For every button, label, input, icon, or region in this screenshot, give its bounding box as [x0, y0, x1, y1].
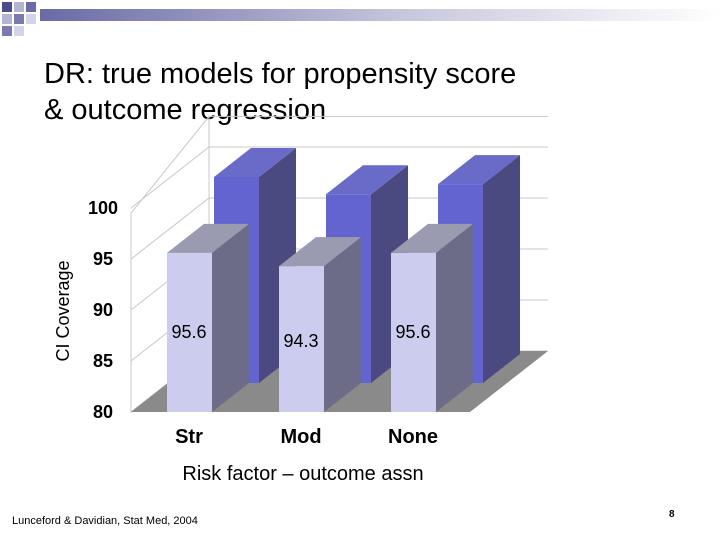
header-square: [26, 2, 36, 12]
front-bar-top: [391, 223, 473, 253]
citation: Lunceford & Davidian, Stat Med, 2004: [12, 515, 198, 527]
slide-title-line1: DR: true models for propensity score: [44, 58, 517, 90]
header-square: [2, 26, 12, 36]
header-square: [14, 26, 24, 36]
header-square: [14, 14, 24, 24]
header-square: [2, 14, 12, 24]
front-bar-side: [212, 223, 249, 412]
y-tick-label: 85: [93, 351, 113, 371]
front-bar-top: [167, 223, 249, 253]
x-tick-label: Mod: [280, 426, 321, 448]
slide-title-line2: & outcome regression: [44, 94, 327, 126]
x-tick-label: None: [388, 426, 438, 448]
y-tick-label: 100: [88, 198, 118, 218]
x-axis-title: Risk factor – outcome assn: [182, 463, 423, 485]
front-bar-face: [391, 252, 436, 412]
data-label: 94.3: [283, 331, 318, 351]
data-label: 95.6: [171, 322, 206, 342]
y-axis-title: CI Coverage: [53, 260, 73, 361]
front-bar-face: [167, 252, 212, 412]
header-square: [2, 2, 12, 12]
header-square: [26, 14, 36, 24]
front-bar-face: [279, 266, 324, 412]
header-square: [14, 2, 24, 12]
front-bar-top: [279, 237, 361, 267]
y-tick-label: 80: [93, 402, 113, 422]
header-decoration: [2, 2, 720, 36]
back-bar-top: [214, 147, 296, 177]
y-tick-label: 95: [93, 249, 113, 269]
back-bar-top: [438, 155, 520, 185]
front-bar-side: [324, 237, 361, 412]
slide-title: DR: true models for propensity score & o…: [44, 56, 664, 128]
back-bar-top: [326, 165, 408, 195]
front-bar-side: [436, 223, 473, 412]
x-tick-label: Str: [175, 426, 203, 448]
back-bar-side: [483, 155, 520, 383]
y-tick-label: 90: [93, 300, 113, 320]
header-gradient-band: [40, 9, 720, 21]
page-number: 8: [669, 509, 675, 520]
data-label: 95.6: [395, 322, 430, 342]
